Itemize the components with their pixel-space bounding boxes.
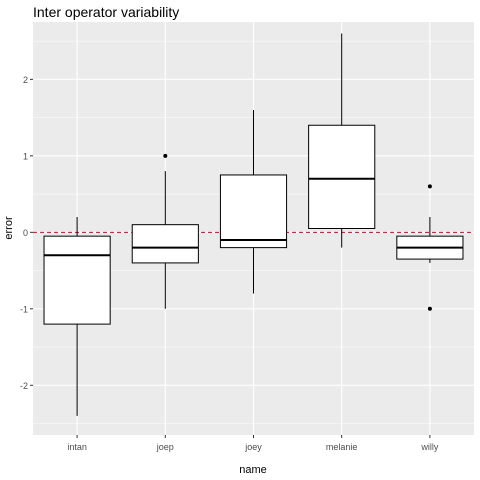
y-tick-label: -2 bbox=[20, 381, 28, 391]
chart-title: Inter operator variability bbox=[33, 4, 179, 20]
box-iqr bbox=[219, 174, 288, 249]
x-axis: intan joep joey melanie willy bbox=[67, 435, 439, 452]
x-tick-label: joey bbox=[244, 442, 262, 452]
x-axis-label: name bbox=[239, 464, 267, 476]
box-joey bbox=[219, 109, 288, 294]
box-iqr bbox=[43, 235, 111, 325]
box-joep bbox=[131, 153, 199, 309]
y-tick-label: 1 bbox=[23, 151, 28, 161]
y-axis: -2 -1 0 1 2 bbox=[20, 75, 33, 391]
outlier-point bbox=[427, 306, 432, 311]
box-intan bbox=[43, 217, 111, 416]
box-iqr bbox=[131, 224, 199, 264]
outlier-point bbox=[427, 184, 432, 189]
y-tick-label: 2 bbox=[23, 75, 28, 85]
box-willy bbox=[396, 184, 464, 311]
x-tick-label: melanie bbox=[326, 442, 358, 452]
box-melanie bbox=[308, 33, 376, 248]
y-axis-label: error bbox=[3, 216, 15, 240]
y-tick-label: -1 bbox=[20, 304, 28, 314]
boxes-group bbox=[43, 33, 464, 416]
x-tick-label: joep bbox=[156, 442, 174, 452]
x-tick-label: willy bbox=[420, 442, 438, 452]
box-iqr bbox=[308, 124, 376, 229]
outlier-point bbox=[163, 153, 168, 158]
y-tick-label: 0 bbox=[23, 228, 28, 238]
x-tick-label: intan bbox=[67, 442, 87, 452]
